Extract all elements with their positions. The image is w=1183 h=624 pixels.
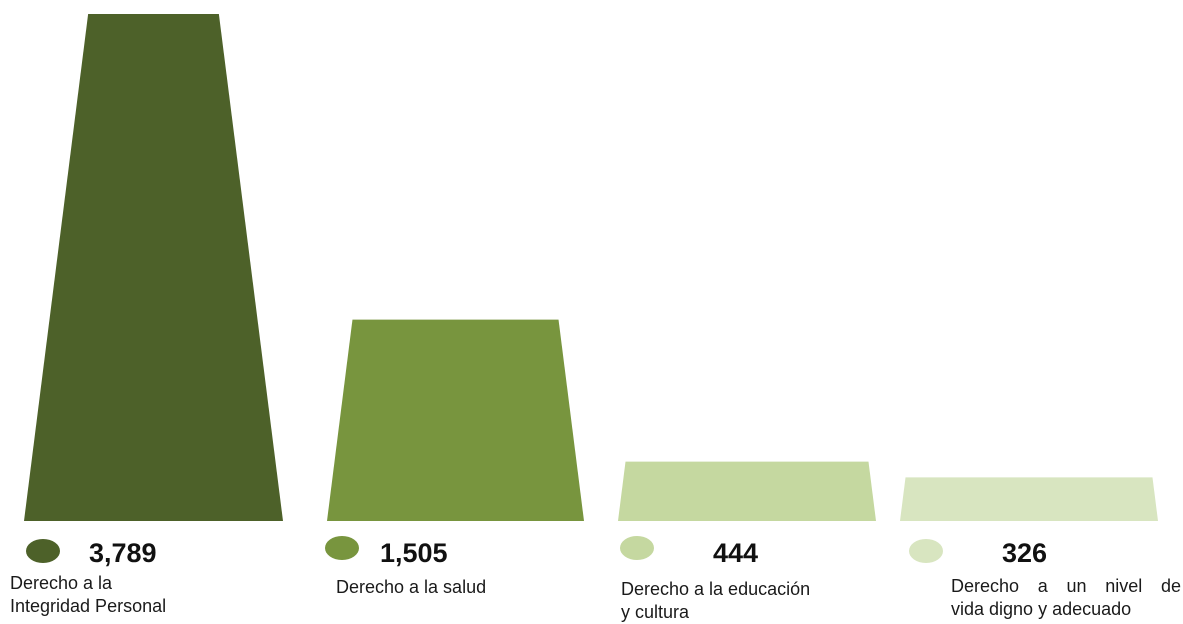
category-label-4-line-1: Derecho a un nivel de xyxy=(951,576,1181,596)
value-label-2: 1,505 xyxy=(380,538,448,568)
bar-1 xyxy=(24,14,283,521)
value-label-3: 444 xyxy=(713,538,758,568)
category-label-3: Derecho a la educación y cultura xyxy=(621,578,810,624)
legend-marker-3 xyxy=(620,536,654,560)
value-label-1: 3,789 xyxy=(89,538,157,568)
legend-marker-4 xyxy=(909,539,943,563)
category-label-2: Derecho a la salud xyxy=(336,576,486,599)
category-label-3-line-1: Derecho a la educación xyxy=(621,579,811,599)
category-label-1-line-2: Integridad Personal xyxy=(10,596,167,616)
category-label-1: Derecho a la Integridad Personal xyxy=(10,572,166,618)
category-label-4: Derecho a un nivel de vida digno y adecua… xyxy=(951,575,1181,621)
category-label-3-line-2: y cultura xyxy=(621,602,690,622)
category-label-2-line-1: Derecho a la salud xyxy=(336,577,487,597)
value-label-4: 326 xyxy=(1002,538,1047,568)
category-label-1-line-1: Derecho a la xyxy=(10,573,113,593)
bar-3 xyxy=(618,461,876,521)
category-label-4-line-2: vida digno y adecuado xyxy=(951,599,1132,619)
legend-marker-2 xyxy=(325,536,359,560)
legend-marker-1 xyxy=(26,539,60,563)
bar-2 xyxy=(327,319,584,521)
bar-4 xyxy=(900,477,1158,521)
